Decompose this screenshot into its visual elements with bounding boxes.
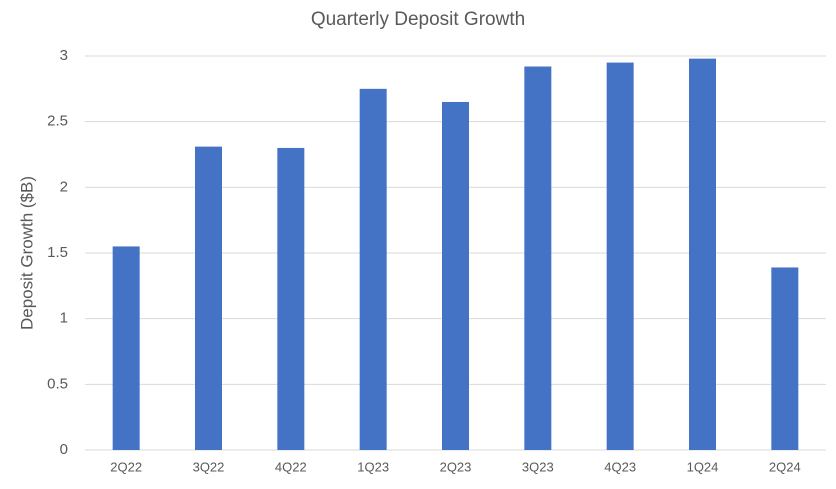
x-tick-label: 2Q22 [110,459,142,474]
bar [689,58,716,450]
bar [442,101,469,450]
bar [524,66,552,451]
bar [195,146,222,450]
y-tick-label: 0 [60,441,68,458]
x-tick-label: 4Q22 [275,459,307,474]
x-tick-label: 2Q24 [769,459,801,474]
bar [112,246,140,450]
y-axis-label: Deposit Growth ($B) [17,176,36,330]
y-tick-label: 3 [60,47,68,64]
x-tick-label: 2Q23 [440,459,472,474]
x-tick-label: 4Q23 [604,459,636,474]
bar [277,147,305,450]
y-tick-label: 0.5 [47,375,68,392]
x-tick-label: 3Q22 [193,459,225,474]
y-tick-label: 1.5 [47,244,68,261]
bar [606,62,634,451]
y-tick-label: 2 [60,178,68,195]
chart-title: Quarterly Deposit Growth [311,9,525,30]
y-tick-label: 1 [60,310,68,327]
bar [771,267,799,450]
x-tick-label: 1Q23 [357,459,389,474]
y-tick-label: 2.5 [47,113,68,130]
x-tick-label: 3Q23 [522,459,554,474]
bar [359,88,387,450]
x-tick-label: 1Q24 [687,459,719,474]
